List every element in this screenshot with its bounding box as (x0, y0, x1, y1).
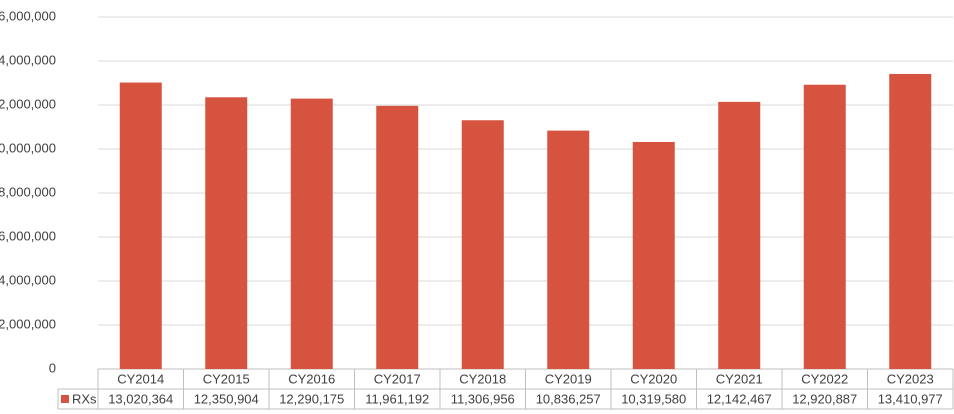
x-tick-label: CY2017 (374, 371, 421, 386)
table-value: 12,350,904 (194, 391, 259, 406)
y-tick-label: 10,000,000 (0, 140, 56, 155)
x-tick-label: CY2015 (203, 371, 250, 386)
x-tick-label: CY2020 (630, 371, 677, 386)
table-value: 10,836,257 (536, 391, 601, 406)
table-value: 11,306,956 (451, 391, 515, 406)
table-value: 10,319,580 (621, 391, 686, 406)
table-value: 12,290,175 (279, 391, 344, 406)
legend-swatch (61, 395, 69, 403)
table-value: 13,410,977 (878, 391, 943, 406)
x-tick-label: CY2023 (887, 371, 934, 386)
y-tick-label: 16,000,000 (0, 8, 56, 23)
legend-label: RXs (72, 391, 97, 406)
bar (547, 130, 590, 369)
bar (119, 82, 162, 369)
bar (376, 105, 419, 370)
y-tick-label: 14,000,000 (0, 52, 56, 67)
y-tick-label: 12,000,000 (0, 96, 56, 111)
y-tick-label: 8,000,000 (0, 184, 56, 199)
bar (889, 73, 932, 370)
x-tick-label: CY2014 (117, 371, 164, 386)
y-tick-label: 4,000,000 (0, 272, 56, 287)
table-value: 12,920,887 (792, 391, 857, 406)
bar (290, 98, 333, 369)
x-tick-label: CY2016 (288, 371, 335, 386)
y-tick-label: 6,000,000 (0, 228, 56, 243)
x-tick-label: CY2019 (545, 371, 592, 386)
y-tick-label: 2,000,000 (0, 316, 56, 331)
y-tick-label: 0 (49, 360, 56, 375)
x-tick-label: CY2022 (801, 371, 848, 386)
bar (205, 97, 248, 369)
x-tick-label: CY2018 (459, 371, 506, 386)
bar (803, 84, 846, 370)
bar (718, 101, 761, 369)
table-value: 13,020,364 (108, 391, 173, 406)
table-value: 12,142,467 (707, 391, 772, 406)
bar (632, 141, 675, 369)
table-value: 11,961,192 (365, 391, 429, 406)
bar (461, 120, 504, 369)
x-tick-label: CY2021 (716, 371, 763, 386)
